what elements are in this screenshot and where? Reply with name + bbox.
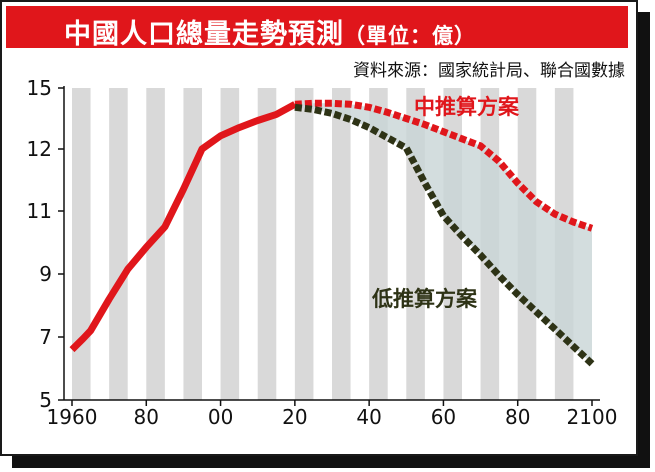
grid-stripe [109, 88, 128, 400]
grid-stripe [369, 88, 388, 400]
chart-source: 資料來源：國家統計局、聯合國數據 [353, 61, 625, 81]
grid-stripe [183, 88, 202, 400]
chart-title-text: 中國人口總量走勢預測 [64, 19, 344, 50]
chart-series [69, 99, 595, 367]
x-tick-label: 80 [134, 405, 159, 429]
series-line-low [294, 103, 595, 367]
grid-stripe [332, 88, 351, 400]
y-tick-label: 15 [27, 76, 52, 100]
series-line-historical [69, 101, 297, 353]
projection-band [294, 103, 592, 364]
title-bar: 中國人口總量走勢預測（單位：億） [6, 6, 628, 51]
chart-axes: 5 7 9 11 12 15 1960 80 00 20 40 60 80 2100 [27, 76, 618, 429]
x-tick-label: 00 [208, 405, 233, 429]
projection-band-area [294, 103, 592, 364]
y-tick-label: 5 [39, 388, 52, 412]
chart-unit: （單位：億） [344, 24, 476, 48]
x-tick-label: 1960 [47, 405, 98, 429]
chart-title: 中國人口總量走勢預測（單位：億） [64, 12, 476, 51]
grid-stripe [220, 88, 240, 400]
x-tick-label: 20 [282, 405, 307, 429]
grid-stripe [257, 88, 277, 400]
grid-stripe [72, 88, 91, 400]
y-tick-label: 9 [39, 262, 52, 286]
series-line-medium [294, 99, 594, 232]
x-tick-label: 80 [505, 405, 530, 429]
series-label-medium: 中推算方案 [414, 95, 520, 119]
series-label-low: 低推算方案 [371, 287, 478, 311]
y-tick-label: 11 [27, 199, 52, 223]
y-tick-label: 12 [27, 137, 52, 161]
y-tick-label: 7 [39, 325, 52, 349]
grid-stripe [146, 88, 165, 400]
grid-stripe [294, 88, 314, 400]
x-tick-label: 60 [431, 405, 456, 429]
x-tick-label: 40 [356, 405, 381, 429]
x-tick-label: 2100 [567, 405, 618, 429]
